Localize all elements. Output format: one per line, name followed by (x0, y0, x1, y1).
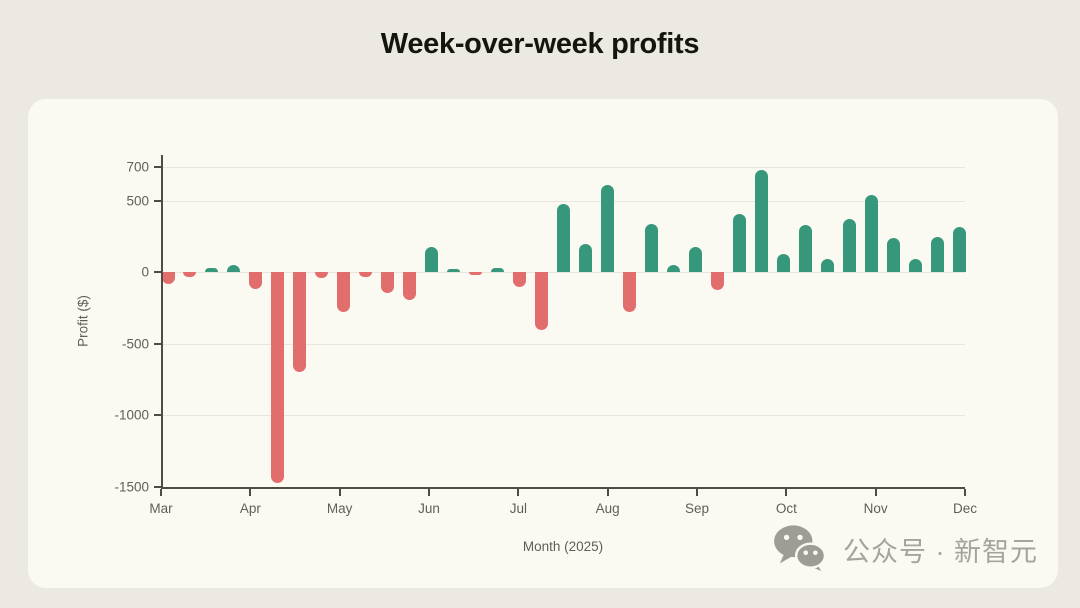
bar-positive (644, 223, 658, 273)
y-tick-mark (154, 271, 161, 274)
bar-positive (776, 253, 790, 273)
bar-negative (513, 272, 527, 287)
bar-positive (688, 246, 702, 273)
x-tick-label: Nov (863, 501, 888, 516)
bar-positive (600, 185, 614, 273)
bar-negative (161, 272, 175, 284)
x-tick-label: Oct (775, 501, 797, 516)
bar-positive (864, 195, 878, 273)
wechat-icon (773, 523, 827, 576)
bar-negative (622, 272, 636, 313)
bar-positive (754, 170, 768, 273)
bar-negative (293, 272, 307, 372)
y-tick-label: -500 (121, 336, 149, 352)
x-tick-mark (517, 489, 520, 496)
x-tick-label: May (326, 501, 353, 516)
y-axis-title: Profit ($) (75, 295, 91, 347)
x-tick-mark (249, 489, 252, 496)
bar-negative (359, 272, 373, 278)
bar-positive (908, 259, 922, 273)
y-tick-mark (154, 199, 161, 202)
y-tick-label: 0 (141, 264, 149, 280)
x-tick-label: Jun (418, 501, 440, 516)
x-tick-label: Sep (684, 501, 710, 516)
bar-positive (930, 236, 944, 273)
bar-negative (403, 272, 417, 300)
bar-negative (315, 272, 329, 279)
bar-negative (271, 272, 285, 483)
x-tick-mark (874, 489, 877, 496)
gridline (163, 415, 965, 417)
bar-positive (425, 246, 439, 273)
bar-negative (710, 272, 724, 291)
x-tick-label: Aug (595, 501, 620, 516)
bar-negative (249, 272, 263, 289)
y-tick-label: -1500 (114, 479, 149, 495)
x-axis-line (161, 487, 965, 489)
chart-card: Profit ($) 700 500 0 -500 -1000 -1500 Mar Apr Ma… (28, 99, 1058, 588)
bar-positive (732, 213, 746, 273)
bar-positive (557, 204, 570, 273)
x-tick-mark (338, 489, 341, 496)
x-tick-label: Apr (239, 501, 261, 516)
x-tick-label: Jul (509, 501, 527, 516)
bar-positive (578, 243, 592, 273)
y-axis-line (161, 155, 163, 489)
watermark-text: 公众号 · 新智元 (843, 537, 1038, 567)
x-tick-label: Dec (952, 501, 978, 516)
chart-title: Week-over-week profits (380, 28, 700, 60)
x-tick-mark (606, 489, 609, 496)
y-tick-label: 500 (126, 193, 149, 209)
plot-area: 700 500 0 -500 -1000 -1500 Mar Apr May Jun Jul Aug S… (114, 155, 977, 516)
watermark: 公众号 · 新智元 (773, 523, 1038, 576)
bar-positive (842, 219, 856, 273)
bar-negative (535, 272, 549, 330)
y-tick-mark (154, 414, 161, 417)
x-tick-mark (160, 489, 162, 496)
bar-positive (227, 265, 241, 273)
y-tick-mark (154, 342, 161, 345)
gridline (163, 167, 965, 168)
gridline (163, 272, 965, 274)
bar-negative (337, 272, 351, 312)
bar-positive (447, 269, 461, 273)
bar-positive (952, 227, 966, 273)
bar-positive (820, 258, 834, 273)
y-tick-label: 700 (126, 159, 149, 175)
bar-negative (469, 272, 483, 276)
y-tick-mark (154, 486, 161, 488)
bar-positive (666, 265, 680, 273)
x-tick-mark (785, 489, 788, 496)
x-tick-label: Mar (149, 501, 173, 516)
y-tick-mark (154, 166, 161, 168)
x-tick-mark (964, 489, 966, 496)
gridline (163, 200, 965, 202)
bar-negative (381, 272, 395, 294)
x-tick-mark (696, 489, 698, 496)
x-axis-title: Month (2025) (522, 539, 604, 554)
bar-positive (886, 238, 900, 273)
x-tick-mark (428, 489, 430, 496)
bar-positive (205, 268, 219, 273)
gridline (163, 343, 965, 345)
bar-negative (183, 272, 197, 278)
bar-positive (491, 268, 505, 273)
y-tick-label: -1000 (114, 407, 149, 423)
bar-positive (798, 225, 812, 273)
